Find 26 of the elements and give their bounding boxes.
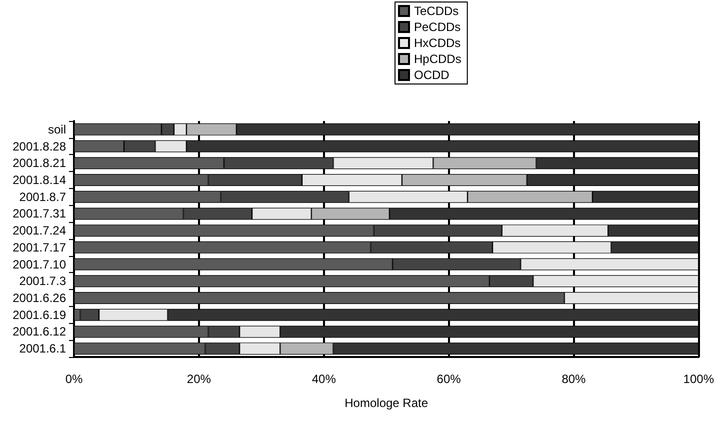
- legend-label: HxCDDs: [414, 36, 461, 50]
- y-tick-label: 2001.6.26: [12, 291, 66, 305]
- legend-label: HpCDDs: [414, 52, 462, 66]
- legend-label: OCDD: [414, 68, 450, 82]
- y-tick-label: 2001.7.10: [12, 257, 66, 272]
- x-tick-label: 20%: [186, 372, 212, 386]
- y-tick-label: 2001.6.12: [12, 324, 66, 339]
- x-tick-label: 40%: [312, 372, 336, 386]
- y-tick-label: 2001.8.28: [12, 139, 66, 154]
- y-tick-label: 2001.7.24: [12, 224, 66, 238]
- y-tick-label: 2001.8.21: [12, 156, 66, 170]
- y-tick-label: 2001.8.14: [12, 173, 66, 187]
- legend-label: TeCDDs: [414, 4, 459, 18]
- legend-label: PeCDDs: [414, 20, 461, 34]
- y-tick-label: 2001.7.3: [19, 274, 66, 288]
- y-tick-label: 2001.7.31: [12, 206, 66, 221]
- x-axis-title: Homologe Rate: [344, 396, 428, 410]
- y-tick-label: 2001.7.17: [12, 240, 66, 254]
- y-tick-label: 2001.8.7: [19, 190, 66, 204]
- x-tick-label: 80%: [562, 372, 586, 386]
- y-tick-label: 2001.6.19: [12, 308, 66, 322]
- x-tick-label: 0%: [65, 372, 83, 386]
- y-tick-label: soil: [48, 122, 66, 136]
- y-tick-label: 2001.6.1: [19, 342, 66, 356]
- x-tick-label: 60%: [436, 372, 462, 386]
- x-tick-label: 100%: [683, 372, 714, 386]
